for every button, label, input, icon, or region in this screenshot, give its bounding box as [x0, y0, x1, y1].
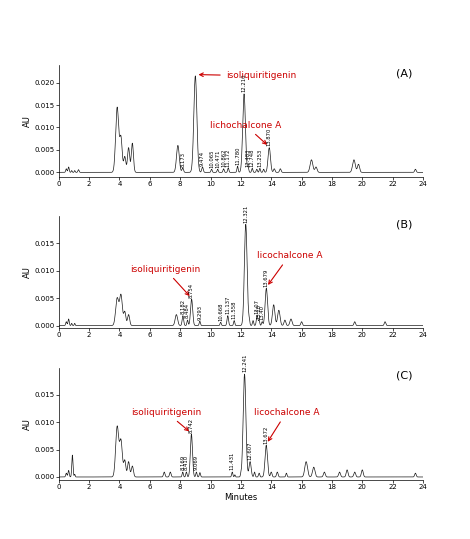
Text: isoliquiritigenin: isoliquiritigenin: [130, 265, 200, 295]
Text: 13.18: 13.18: [257, 304, 262, 319]
Text: 10.668: 10.668: [218, 302, 223, 321]
Text: isoliquiritigenin: isoliquiritigenin: [132, 408, 202, 431]
Text: 11.172: 11.172: [226, 148, 231, 167]
Text: 10.471: 10.471: [215, 149, 220, 168]
Text: licochalcone A: licochalcone A: [257, 251, 322, 284]
Text: 12.607: 12.607: [248, 441, 252, 460]
Text: 11.431: 11.431: [230, 452, 235, 471]
Text: 11.780: 11.780: [235, 146, 240, 165]
Text: 10.862: 10.862: [221, 149, 226, 168]
Text: 13.253: 13.253: [258, 149, 262, 167]
Text: (A): (A): [396, 68, 412, 78]
Text: licochalcone A: licochalcone A: [254, 408, 319, 441]
Text: 13.672: 13.672: [264, 425, 269, 444]
Text: (C): (C): [396, 371, 412, 381]
Text: 8.484: 8.484: [185, 303, 190, 319]
Text: 8.754: 8.754: [189, 282, 194, 298]
Text: 13.40: 13.40: [259, 305, 265, 320]
Text: lichochalcone A: lichochalcone A: [210, 121, 281, 144]
Text: 8.742: 8.742: [189, 418, 194, 433]
Text: 12.241: 12.241: [242, 354, 247, 372]
Text: 9.293: 9.293: [197, 305, 202, 320]
Text: 11.558: 11.558: [232, 300, 237, 319]
Text: 13.679: 13.679: [264, 268, 269, 287]
Text: 12.210: 12.210: [242, 74, 247, 93]
X-axis label: Minutes: Minutes: [224, 493, 258, 502]
Text: 11.137: 11.137: [225, 296, 230, 314]
Text: 13.07: 13.07: [255, 299, 259, 314]
Text: 10.065: 10.065: [209, 149, 214, 168]
Text: 8.173: 8.173: [180, 151, 185, 167]
Text: 12.748: 12.748: [250, 148, 255, 167]
Text: 8.182: 8.182: [180, 299, 185, 314]
Text: 9.069: 9.069: [194, 455, 199, 471]
Y-axis label: AU: AU: [23, 266, 31, 278]
Text: 8.169: 8.169: [180, 455, 185, 471]
Text: (B): (B): [396, 219, 412, 230]
Y-axis label: AU: AU: [23, 418, 31, 430]
Text: 13.870: 13.870: [267, 128, 272, 147]
Text: 8.410: 8.410: [184, 455, 189, 471]
Text: 12.321: 12.321: [243, 204, 248, 223]
Text: isoliquiritigenin: isoliquiritigenin: [200, 71, 296, 80]
Text: 9.474: 9.474: [200, 150, 205, 165]
Y-axis label: AU: AU: [23, 115, 31, 127]
Text: 12.483: 12.483: [246, 148, 251, 167]
